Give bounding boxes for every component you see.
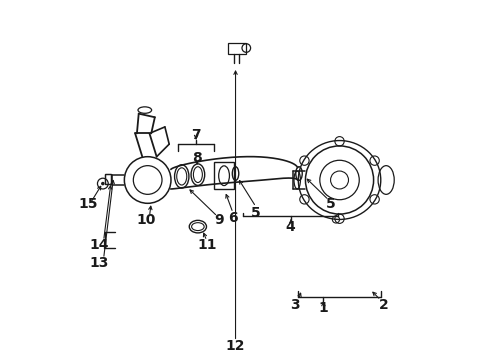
Text: 4: 4 [285, 220, 295, 234]
Text: 6: 6 [228, 211, 237, 225]
Text: 11: 11 [198, 238, 217, 252]
Text: 12: 12 [225, 339, 245, 353]
Bar [104, 174, 111, 184]
Text: 15: 15 [79, 197, 98, 211]
Text: 14: 14 [89, 238, 109, 252]
Text: 3: 3 [290, 298, 300, 312]
Text: 7: 7 [191, 128, 201, 142]
Text: 9: 9 [214, 213, 224, 227]
Text: 2: 2 [378, 298, 387, 312]
Text: 5: 5 [250, 206, 260, 220]
Bar [104, 174, 111, 184]
Text: 8: 8 [192, 151, 202, 165]
Text: 1: 1 [318, 301, 327, 315]
Text: 13: 13 [89, 256, 109, 270]
Circle shape [102, 183, 104, 185]
Text: 10: 10 [136, 213, 155, 227]
Text: 5: 5 [325, 197, 335, 211]
